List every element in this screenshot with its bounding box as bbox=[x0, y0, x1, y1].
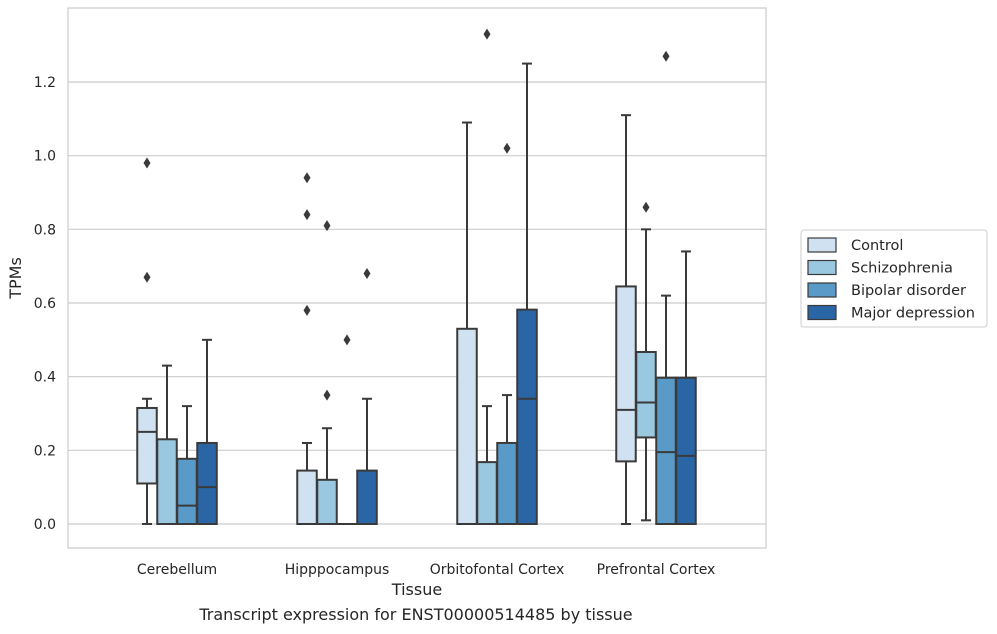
box bbox=[356, 268, 378, 526]
x-tick-label: Cerebellum bbox=[137, 562, 217, 578]
legend-swatch bbox=[807, 237, 837, 253]
legend-frame bbox=[800, 229, 988, 328]
outlier-point bbox=[143, 157, 151, 169]
x-tick-label: Prefrontal Cortex bbox=[597, 562, 716, 578]
y-axis-label: TPMs bbox=[6, 257, 25, 300]
outlier-point bbox=[662, 50, 670, 62]
box-body bbox=[316, 478, 338, 525]
y-tick-label: 1.2 bbox=[34, 75, 56, 91]
legend: Control Schizophrenia Bipolar disorder Majo… bbox=[800, 229, 988, 328]
outlier-point bbox=[323, 220, 331, 232]
outlier-point bbox=[503, 142, 511, 154]
box-body bbox=[516, 308, 538, 525]
box-body bbox=[615, 285, 637, 463]
outlier-point bbox=[642, 201, 650, 213]
legend-label: Schizophrenia bbox=[851, 261, 953, 277]
box-body bbox=[356, 469, 378, 526]
box bbox=[296, 172, 318, 526]
box-body bbox=[196, 441, 218, 526]
legend-swatch bbox=[807, 282, 837, 298]
outlier-point bbox=[323, 389, 331, 401]
legend-swatch bbox=[807, 304, 837, 321]
series-control bbox=[136, 114, 637, 526]
box bbox=[476, 28, 498, 525]
y-tick-label: 0.8 bbox=[34, 222, 56, 238]
x-tick-labels: Cerebellum Hipppocampus Orbitofontal Corte… bbox=[137, 562, 715, 578]
x-axis-label: Tissue bbox=[391, 580, 442, 599]
legend-label: Bipolar disorder bbox=[851, 283, 966, 299]
y-tick-labels: 0.0 0.2 0.4 0.6 0.8 1.0 1.2 bbox=[34, 75, 56, 533]
outlier-point bbox=[343, 334, 351, 346]
y-tick-label: 1.0 bbox=[34, 149, 56, 165]
box-body bbox=[635, 350, 657, 439]
x-tick-label: Hipppocampus bbox=[285, 562, 390, 578]
box-body bbox=[655, 376, 677, 525]
outlier-point bbox=[143, 271, 151, 283]
x-tick-label: Orbitofontal Cortex bbox=[430, 562, 565, 578]
outlier-point bbox=[303, 172, 311, 184]
y-tick-label: 0.0 bbox=[34, 517, 56, 533]
legend-label: Major depression bbox=[851, 306, 975, 322]
chart: 0.0 0.2 0.4 0.6 0.8 1.0 1.2 Cerebellum Hipppoca… bbox=[6, 7, 988, 599]
box-body bbox=[156, 438, 178, 525]
box-body bbox=[456, 327, 478, 525]
box bbox=[655, 50, 677, 525]
box-body bbox=[476, 461, 498, 525]
figure-caption: Transcript expression for ENST0000051448… bbox=[199, 605, 633, 624]
outlier-point bbox=[303, 209, 311, 221]
box-body bbox=[176, 457, 198, 525]
box bbox=[516, 62, 538, 525]
y-tick-label: 0.2 bbox=[34, 443, 56, 459]
box bbox=[456, 121, 478, 525]
legend-label: Control bbox=[851, 238, 903, 254]
legend-swatch bbox=[807, 259, 837, 276]
box-body bbox=[296, 469, 318, 526]
outlier-point bbox=[483, 28, 491, 40]
box-body bbox=[136, 406, 158, 485]
box bbox=[316, 220, 338, 525]
box bbox=[675, 250, 697, 525]
box bbox=[196, 338, 218, 526]
y-tick-label: 0.6 bbox=[34, 296, 56, 312]
box-series bbox=[136, 28, 697, 526]
outlier-point bbox=[303, 304, 311, 316]
series-major-depression bbox=[196, 62, 697, 526]
y-tick-label: 0.4 bbox=[34, 370, 56, 386]
box-body bbox=[675, 376, 697, 525]
outlier-point bbox=[363, 268, 371, 280]
box bbox=[176, 405, 198, 525]
box-body bbox=[496, 441, 518, 526]
